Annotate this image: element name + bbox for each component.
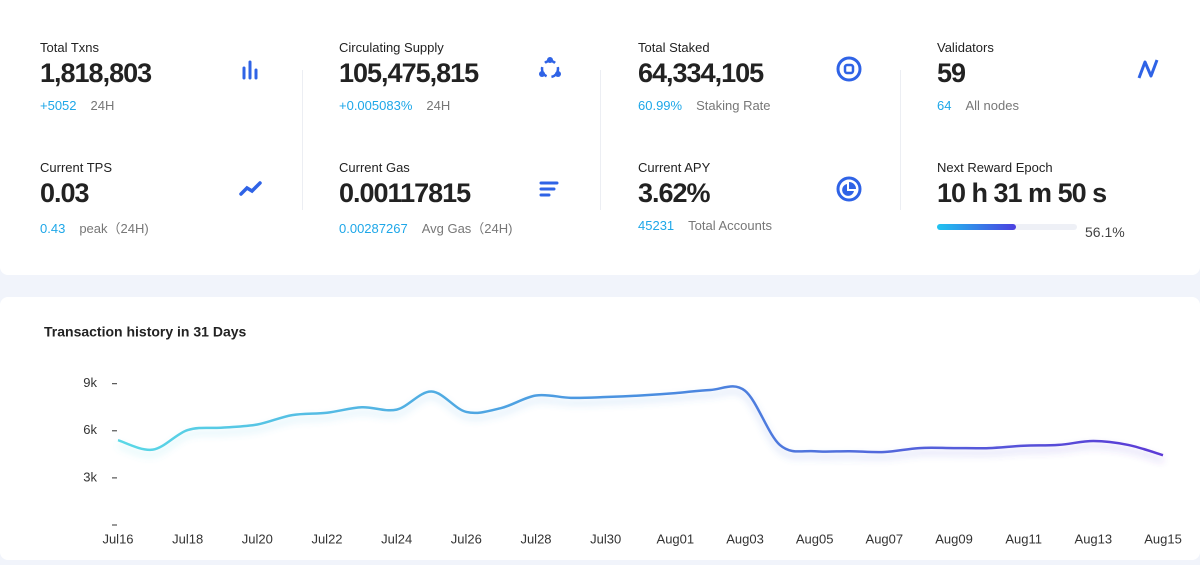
- stat-label: Circulating Supply: [339, 40, 444, 55]
- stat-sub-value: 45231: [638, 218, 675, 233]
- stat-sub-label: 24H: [90, 98, 115, 113]
- stat-sub-label: Avg Gas（24H): [421, 221, 513, 236]
- x-tick-label: Jul16: [102, 531, 133, 546]
- stat-value: 0.03: [40, 178, 90, 208]
- x-tick-label: Jul18: [172, 531, 203, 546]
- stat-value: 1,818,803: [40, 58, 152, 88]
- stat-sub: +5052 24H: [40, 98, 114, 113]
- x-tick-label: Aug01: [657, 531, 695, 546]
- stat-label: Total Txns: [40, 40, 100, 55]
- stat-sub-value: +0.005083%: [339, 98, 413, 113]
- stat-value: 3.62%: [638, 178, 711, 208]
- y-tick-label: 3k: [83, 469, 97, 484]
- progress-track: [937, 224, 1077, 230]
- x-tick-label: Aug03: [726, 531, 764, 546]
- chart: Transaction history in 31 Days 3k 6k 9k Jul…: [44, 324, 1182, 547]
- stat-sub-value: +5052: [40, 98, 77, 113]
- stat-sub: 60.99% Staking Rate: [638, 98, 771, 113]
- stat-sub-label: All nodes: [965, 98, 1019, 113]
- stat-sub-value: 64: [937, 98, 952, 113]
- x-tick-label: Jul24: [381, 531, 412, 546]
- x-tick-label: Aug13: [1075, 531, 1113, 546]
- stat-sub-label: Total Accounts: [688, 218, 772, 233]
- stat-value: 105,475,815: [339, 58, 479, 88]
- stat-icon: [836, 56, 862, 82]
- stat-sub: 0.00287267 Avg Gas（24H): [339, 218, 513, 237]
- divider: [600, 70, 601, 210]
- stat-icon: [539, 181, 559, 197]
- stat-sub: 64 All nodes: [937, 98, 1019, 113]
- stat-card: Current Gas 0.00117815 0.00287267 Avg Gas（2…: [339, 160, 579, 260]
- chart-title: Transaction history in 31 Days: [44, 324, 247, 340]
- line-series: [117, 385, 1164, 457]
- stat-sub-value: 0.43: [40, 221, 66, 236]
- stat-card: Next Reward Epoch 10 h 31 m 50 s 56.1%: [937, 160, 1177, 260]
- stat-value: 64,334,105: [638, 58, 764, 88]
- divider: [900, 70, 901, 210]
- chart-panel: Transaction history in 31 Days 3k 6k 9k Jul…: [0, 297, 1200, 560]
- x-tick-label: Jul26: [451, 531, 482, 546]
- stat-card: Circulating Supply 105,475,815 +0.005083% 2…: [339, 40, 579, 140]
- stat-value: 10 h 31 m 50 s: [937, 178, 1107, 208]
- stat-icon: [1137, 59, 1159, 79]
- x-tick-label: Aug05: [796, 531, 834, 546]
- stat-sub-value: 0.00287267: [339, 221, 408, 236]
- stat-sub-label: Staking Rate: [696, 98, 771, 113]
- stat-label: Validators: [937, 40, 994, 55]
- stat-label: Next Reward Epoch: [937, 160, 1053, 175]
- stat-card: Validators 59 64 All nodes: [937, 40, 1177, 140]
- stat-card: Total Staked 64,334,105 60.99% Staking Rate: [638, 40, 878, 140]
- stat-card: Total Txns 1,818,803 +5052 24H: [40, 40, 280, 140]
- stat-icon: [242, 60, 258, 80]
- stat-icon: [239, 181, 262, 196]
- x-tick-label: Jul22: [311, 531, 342, 546]
- stat-label: Current Gas: [339, 160, 410, 175]
- x-tick-label: Jul20: [242, 531, 273, 546]
- y-tick-label: 6k: [83, 422, 97, 437]
- x-tick-label: Jul28: [520, 531, 551, 546]
- x-tick-label: Aug07: [866, 531, 904, 546]
- stat-value: 59: [937, 58, 966, 88]
- stat-sub-label: 24H: [426, 98, 451, 113]
- x-tick-label: Aug09: [935, 531, 973, 546]
- stat-label: Current APY: [638, 160, 711, 175]
- stat-sub-label: peak（24H): [79, 221, 149, 236]
- stat-sub: 0.43 peak（24H): [40, 218, 149, 237]
- stat-sub: 45231 Total Accounts: [638, 218, 772, 233]
- x-tick-label: Aug15: [1144, 531, 1182, 546]
- x-tick-label: Jul30: [590, 531, 621, 546]
- stat-sub-value: 60.99%: [638, 98, 683, 113]
- stat-sub: +0.005083% 24H: [339, 98, 450, 113]
- x-tick-label: Aug11: [1005, 531, 1042, 546]
- progress-label: 56.1%: [1085, 224, 1125, 240]
- stat-icon: [836, 176, 862, 202]
- stat-value: 0.00117815: [339, 178, 471, 208]
- divider: [302, 70, 303, 210]
- stat-card: Current TPS 0.03 0.43 peak（24H): [40, 160, 280, 260]
- stats-panel: Total Txns 1,818,803 +5052 24H Circulating S…: [0, 0, 1200, 275]
- stat-label: Total Staked: [638, 40, 710, 55]
- y-tick-label: 9k: [83, 375, 97, 390]
- stat-card: Current APY 3.62% 45231 Total Accounts: [638, 160, 878, 260]
- stat-icon: [539, 57, 561, 79]
- stat-label: Current TPS: [40, 160, 113, 175]
- progress-bar: [937, 224, 1016, 230]
